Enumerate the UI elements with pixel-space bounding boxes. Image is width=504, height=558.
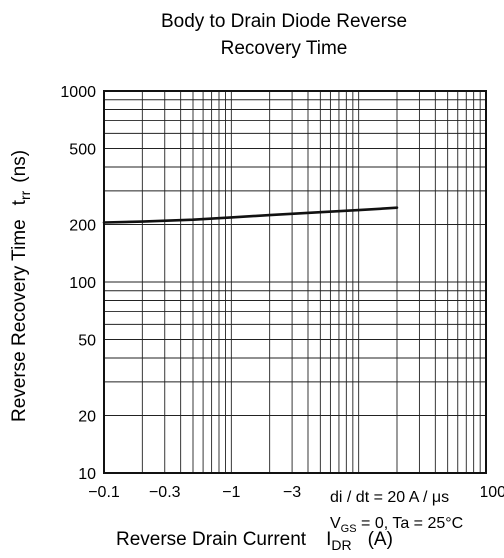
chart-title: Body to Drain Diode Reverse Recovery Tim… (161, 11, 407, 59)
condition-vgs-symbol: V (330, 515, 341, 532)
x-tick-label: −3 (283, 484, 301, 501)
condition-vgs-subscript: GS (341, 523, 357, 535)
chart-title-line-1: Body to Drain Diode Reverse (161, 11, 407, 32)
y-tick-label: 200 (69, 218, 96, 235)
y-axis-label-text: Reverse Recovery Time (9, 219, 30, 422)
x-tick-label: −0.3 (149, 484, 181, 501)
grid-lines (104, 91, 486, 473)
y-axis-symbol-subscript: rr (17, 190, 33, 200)
y-tick-label: 20 (78, 409, 96, 426)
x-axis-symbol: I (326, 529, 331, 550)
x-tick-label: −0.1 (88, 484, 120, 501)
x-axis-unit: (A) (368, 529, 393, 550)
series-layer (102, 206, 399, 224)
x-axis-symbol-subscript: DR (331, 537, 351, 553)
y-tick-labels: 10 20 50 100 200 500 1000 (60, 84, 96, 483)
y-axis-symbol: t (9, 199, 30, 205)
x-axis-label-text: Reverse Drain Current (116, 529, 307, 550)
conditions-box (325, 484, 481, 540)
y-axis-unit: (ns) (9, 150, 30, 183)
y-tick-label: 10 (78, 466, 96, 483)
y-tick-label: 50 (78, 332, 96, 349)
chart-title-line-2: Recovery Time (221, 38, 348, 59)
plot-frame (103, 90, 487, 474)
x-tick-label: −1 (222, 484, 240, 501)
condition-vgs-rest: = 0, Ta = 25°C (357, 515, 464, 532)
series-line-1 (102, 206, 399, 224)
y-tick-label: 500 (69, 141, 96, 158)
y-axis-title: Reverse Recovery Time trr (ns) (9, 150, 33, 422)
y-tick-label: 1000 (60, 84, 96, 101)
x-axis-title: Reverse Drain Current IDR (A) (116, 529, 393, 553)
y-tick-label: 100 (69, 275, 96, 292)
plot-border (103, 90, 487, 474)
condition-vgs-ta: VGS = 0, Ta = 25°C (330, 515, 463, 535)
condition-didt: di / dt = 20 A / μs (330, 489, 449, 506)
